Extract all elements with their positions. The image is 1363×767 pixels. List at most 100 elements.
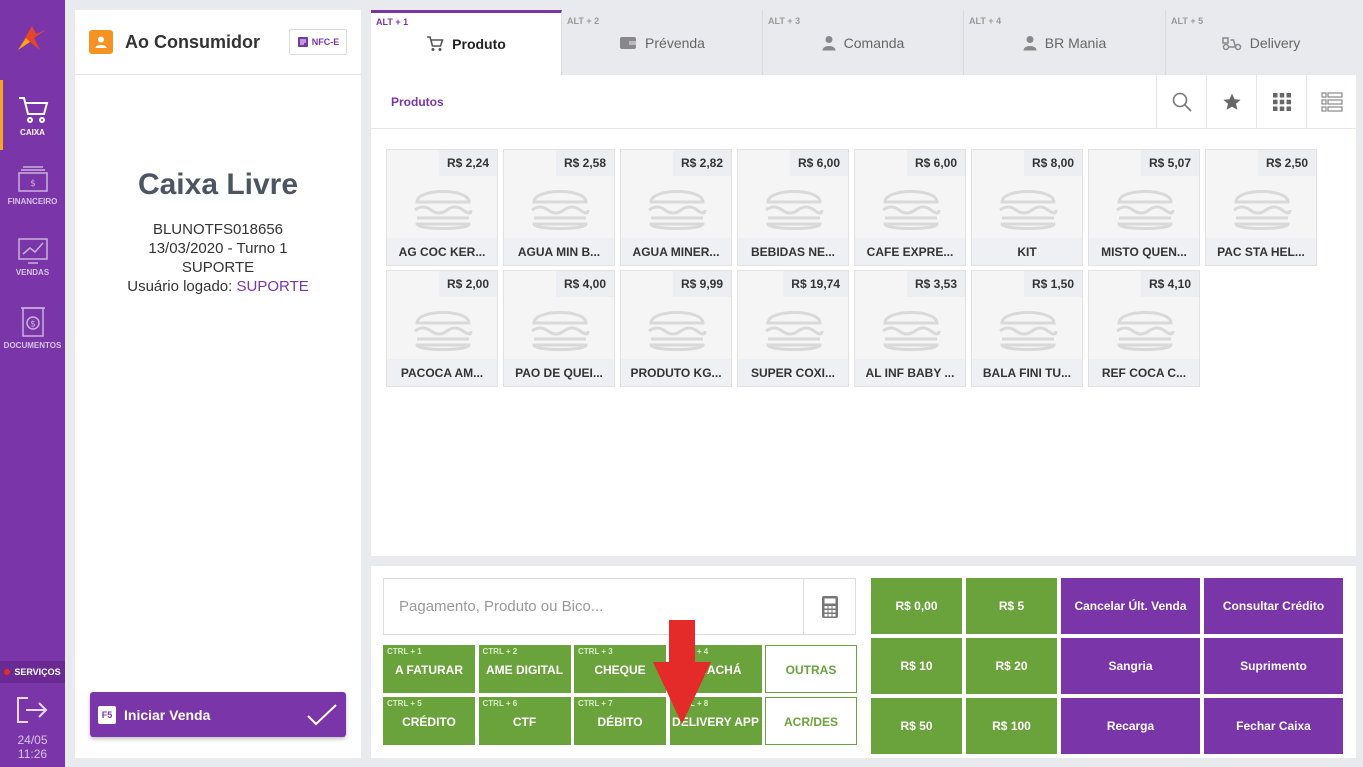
product-card[interactable]: R$ 9,99 PRODUTO KG... [620, 270, 732, 387]
tab-comanda[interactable]: ALT + 3 Comanda [763, 10, 964, 75]
tab-br-mania[interactable]: ALT + 4 BR Mania [964, 10, 1166, 75]
list-view-button[interactable] [1306, 74, 1356, 129]
sidebar-item-caixa[interactable]: CAIXA [0, 80, 65, 150]
product-name: KIT [972, 238, 1082, 265]
product-name: CAFE EXPRE... [855, 238, 965, 265]
payment-button[interactable]: CTRL + 7 DÉBITO [574, 697, 666, 745]
product-card[interactable]: R$ 19,74 SUPER COXI... [737, 270, 849, 387]
product-name: AG COC KER... [387, 238, 497, 265]
product-card[interactable]: R$ 2,24 AG COC KER... [386, 149, 498, 266]
sidebar: CAIXA $ FINANCEIRO VENDAS $ DOCUMENTOS S… [0, 0, 65, 767]
favorites-button[interactable] [1206, 74, 1256, 129]
document-icon: $ [20, 307, 45, 337]
grid-view-button[interactable] [1256, 74, 1306, 129]
cash-amount-button[interactable]: R$ 0,00 [871, 578, 962, 634]
search-input[interactable] [384, 579, 803, 634]
clock-date: 24/05 [17, 733, 48, 747]
logged-user-link[interactable]: SUPORTE [236, 278, 309, 295]
product-card[interactable]: R$ 6,00 BEBIDAS NE... [737, 149, 849, 266]
payment-label: A FATURAR [395, 663, 463, 677]
burger-placeholder-icon [1116, 190, 1175, 230]
product-card[interactable]: R$ 5,07 MISTO QUEN... [1088, 149, 1200, 266]
list-icon [1320, 91, 1343, 112]
payment-button[interactable]: CTRL + 1 A FATURAR [383, 645, 475, 693]
logout-icon[interactable] [14, 694, 50, 726]
svg-text:$: $ [30, 179, 36, 189]
servicos-button[interactable]: SERVIÇOS [0, 661, 65, 683]
tab-delivery[interactable]: ALT + 5 Delivery [1166, 10, 1356, 75]
tab-prevenda[interactable]: ALT + 2 Prévenda [562, 10, 763, 75]
calculator-button[interactable] [803, 579, 855, 634]
payment-button[interactable]: OUTRAS [765, 645, 857, 693]
sidebar-item-vendas[interactable]: VENDAS [0, 236, 65, 291]
product-name: REF COCA C... [1089, 359, 1199, 386]
cash-action-button[interactable]: Sangria [1061, 638, 1200, 694]
product-card[interactable]: R$ 4,00 PAO DE QUEI... [503, 270, 615, 387]
product-price: R$ 19,74 [783, 271, 848, 297]
nfce-label: NFC-E [311, 37, 340, 47]
burger-placeholder-icon [1116, 311, 1175, 351]
tab-label: Comanda [843, 34, 905, 51]
payment-label: AME DIGITAL [485, 663, 564, 677]
payment-shortcut: CTRL + 2 [482, 647, 518, 656]
payment-button[interactable]: CTRL + 6 CTF [478, 697, 571, 745]
product-card[interactable]: R$ 1,50 BALA FINI TU... [971, 270, 1083, 387]
payment-button[interactable]: CTRL + 5 CRÉDITO [383, 697, 475, 745]
cash-amount-button[interactable]: R$ 5 [966, 578, 1057, 634]
money-icon: $ [17, 166, 48, 192]
product-card[interactable]: R$ 6,00 CAFE EXPRE... [854, 149, 966, 266]
cash-action-button[interactable]: Suprimento [1204, 638, 1343, 694]
product-card[interactable]: R$ 8,00 KIT [971, 149, 1083, 266]
product-card[interactable]: R$ 2,50 PAC STA HEL... [1205, 149, 1317, 266]
product-card[interactable]: R$ 2,00 PACOCA AM... [386, 270, 498, 387]
sidebar-item-label: VENDAS [15, 268, 50, 277]
burger-placeholder-icon [999, 311, 1058, 351]
product-price: R$ 2,24 [438, 150, 497, 176]
search-box [383, 578, 856, 635]
product-name: PRODUTO KG... [621, 359, 731, 386]
calculator-icon [821, 595, 838, 618]
nfce-button[interactable]: NFC-E [289, 29, 347, 55]
scooter-icon [1221, 36, 1241, 50]
product-grid: R$ 2,24 AG COC KER... R$ 2,58 AGUA MIN B...… [386, 149, 1317, 387]
date-turn: 13/03/2020 - Turno 1 [148, 240, 288, 257]
cash-amount-button[interactable]: R$ 50 [871, 698, 962, 754]
cash-action-button[interactable]: Cancelar Últ. Venda [1061, 578, 1200, 634]
customer-title[interactable]: Ao Consumidor [125, 31, 260, 52]
product-name: BALA FINI TU... [972, 359, 1082, 386]
burger-placeholder-icon [765, 190, 824, 230]
product-card[interactable]: R$ 3,53 AL INF BABY ... [854, 270, 966, 387]
sidebar-item-label: DOCUMENTOS [3, 341, 62, 350]
payment-button[interactable]: ACR/DES [765, 697, 857, 745]
cash-amount-button[interactable]: R$ 20 [966, 638, 1057, 694]
operator: SUPORTE [181, 259, 255, 276]
start-sale-button[interactable]: F5 Iniciar Venda [90, 692, 346, 737]
payment-label: CRÉDITO [402, 715, 456, 729]
customer-header: Ao Consumidor NFC-E [75, 10, 361, 75]
payment-button[interactable]: CTRL + 3 CHEQUE [574, 645, 666, 693]
product-card[interactable]: R$ 4,10 REF COCA C... [1088, 270, 1200, 387]
customer-panel: Ao Consumidor NFC-E Caixa Livre BLUNOTFS… [75, 10, 361, 758]
cashier-info: BLUNOTFS018656 13/03/2020 - Turno 1 SUPO… [75, 220, 361, 296]
burger-placeholder-icon [882, 311, 941, 351]
sidebar-item-financeiro[interactable]: $ FINANCEIRO [0, 165, 65, 220]
payment-button[interactable]: CTRL + 8DELIVERY APP [669, 697, 762, 745]
cash-amount-button[interactable]: R$ 100 [966, 698, 1057, 754]
payment-button[interactable]: CTRL + 2 AME DIGITAL [478, 645, 571, 693]
products-panel: Produtos R$ 2,24 AG COC KER... R$ 2,58 AGUA… [371, 74, 1356, 556]
tab-produto[interactable]: ALT + 1 Produto [371, 10, 562, 75]
status-dot [4, 669, 11, 675]
search-icon [1172, 92, 1192, 112]
cash-amount-button[interactable]: R$ 10 [871, 638, 962, 694]
burger-placeholder-icon [531, 311, 590, 351]
product-card[interactable]: R$ 2,82 AGUA MINER... [620, 149, 732, 266]
sidebar-item-documentos[interactable]: $ DOCUMENTOS [0, 305, 65, 360]
search-button[interactable] [1156, 74, 1206, 129]
cash-action-button[interactable]: Recarga [1061, 698, 1200, 754]
payment-label: DÉBITO [597, 715, 643, 729]
product-name: AL INF BABY ... [855, 359, 965, 386]
product-name: MISTO QUEN... [1089, 238, 1199, 265]
cash-action-button[interactable]: Fechar Caixa [1204, 698, 1343, 754]
product-card[interactable]: R$ 2,58 AGUA MIN B... [503, 149, 615, 266]
cash-action-button[interactable]: Consultar Crédito [1204, 578, 1343, 634]
